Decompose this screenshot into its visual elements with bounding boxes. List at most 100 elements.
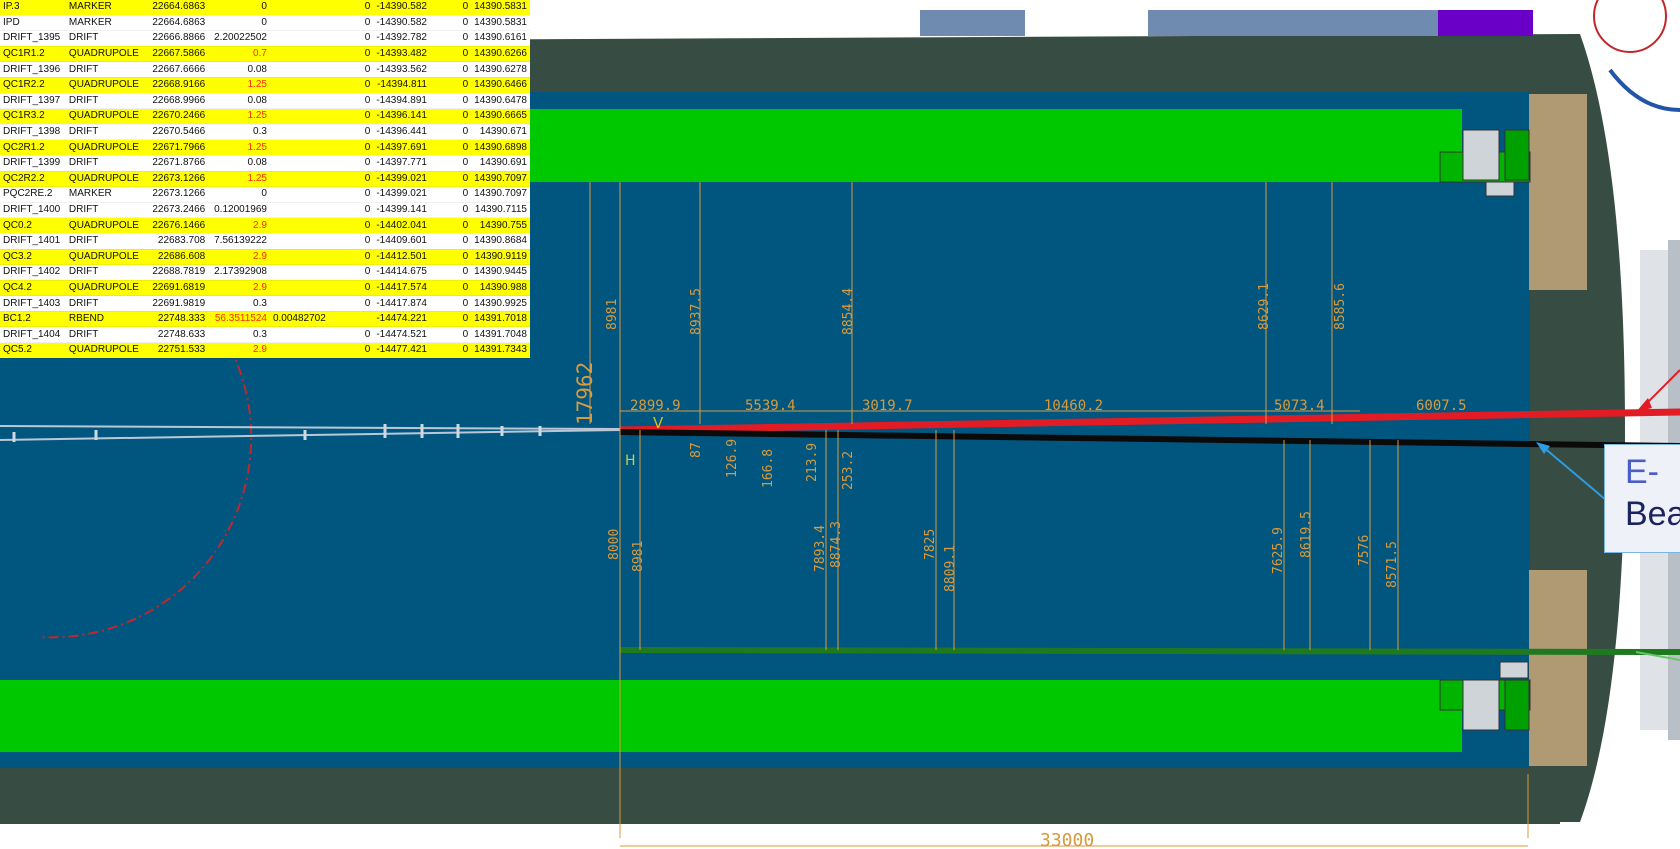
table-cell-type: QUADRUPOLE (65, 217, 142, 234)
table-row: QC1R3.2 QUADRUPOLE 22670.2466 1.25 0 -14396.1… (0, 108, 530, 125)
table-cell-name: QC3.2 (0, 249, 66, 266)
table-cell-length: 1.25 (208, 77, 270, 94)
table-cell-length: 2.9 (208, 249, 270, 266)
table-cell-name: DRIFT_1404 (0, 326, 66, 344)
green-arrow (1635, 651, 1680, 661)
table-cell-col4: 0 (328, 202, 374, 219)
table-cell-length: 2.9 (208, 342, 270, 359)
table-cell-name: DRIFT_1398 (0, 124, 66, 141)
table-cell-name: DRIFT_1396 (0, 61, 66, 78)
table-cell-type: DRIFT (65, 264, 142, 281)
table-cell-col6: 0 (429, 30, 472, 47)
roof-box-1 (920, 10, 1025, 36)
table-cell-type: QUADRUPOLE (65, 77, 142, 94)
table-cell-name: QC1R3.2 (0, 108, 66, 125)
table-cell-name: IP.3 (0, 0, 66, 16)
table-cell-angle (269, 202, 329, 219)
table-cell-name: PQC2RE.2 (0, 186, 66, 203)
table-cell-col6: 0 (429, 280, 472, 297)
table-cell-angle (269, 249, 329, 266)
table-row: DRIFT_1398 DRIFT 22670.5466 0.3 0 -14396.441 0… (0, 124, 530, 141)
dim-bottom-3: 7893.4 (813, 525, 828, 572)
table-cell-col6: 0 (429, 217, 472, 234)
table-cell-length: 0.08 (208, 93, 270, 110)
blue-arrowhead (1536, 442, 1550, 454)
table-cell-x: -14394.811 (373, 77, 430, 94)
table-cell-z: 14390.691 (471, 155, 530, 172)
table-row: IP.3 MARKER 22664.6863 0 0 -14390.582 0 14390.5… (0, 0, 530, 16)
table-cell-type: DRIFT (65, 233, 142, 250)
table-cell-s: 22671.7966 (141, 139, 209, 156)
table-cell-angle: 0.00482702 (269, 311, 329, 328)
table-cell-s: 22691.9819 (141, 295, 209, 312)
table-cell-col6: 0 (429, 186, 472, 203)
dim-gap-5: 253.2 (841, 451, 856, 490)
table-row: DRIFT_1396 DRIFT 22667.6666 0.08 0 -14393.562… (0, 61, 530, 78)
table-cell-length: 1.25 (208, 139, 270, 156)
table-cell-z: 14390.8684 (471, 233, 530, 250)
table-row: QC5.2 QUADRUPOLE 22751.533 2.9 0 -14477.421 0 1… (0, 342, 530, 359)
end-cap-bottom (1529, 570, 1587, 766)
table-cell-z: 14390.755 (471, 217, 530, 234)
table-row: DRIFT_1397 DRIFT 22668.9966 0.08 0 -14394.891… (0, 93, 530, 110)
table-cell-z: 14390.6161 (471, 30, 530, 47)
table-cell-x: -14394.891 (373, 93, 430, 110)
table-cell-col4: 0 (328, 217, 374, 234)
dim-top-1: 8981 (605, 299, 620, 330)
table-cell-col6: 0 (429, 124, 472, 141)
table-cell-s: 22667.5866 (141, 46, 209, 63)
table-cell-name: QC0.2 (0, 217, 66, 234)
table-cell-angle (269, 326, 329, 344)
table-cell-name: BC1.2 (0, 311, 66, 328)
table-cell-x: -14393.482 (373, 46, 430, 63)
table-cell-z: 14391.7048 (471, 326, 530, 344)
table-cell-col6: 0 (429, 15, 472, 32)
table-cell-x: -14399.141 (373, 202, 430, 219)
table-cell-s: 22671.8766 (141, 155, 209, 172)
table-row: QC1R2.2 QUADRUPOLE 22668.9166 1.25 0 -14394.8… (0, 77, 530, 94)
dim-gap-2: 126.9 (725, 439, 740, 478)
table-cell-s: 22664.6863 (141, 0, 209, 16)
dim-bottom-6: 8809.1 (943, 545, 958, 592)
table-cell-col6: 0 (429, 46, 472, 63)
table-cell-x: -14390.582 (373, 0, 430, 16)
table-cell-angle (269, 124, 329, 141)
marker-v: V (653, 414, 664, 432)
table-cell-z: 14390.988 (471, 280, 530, 297)
dim-bottom-10: 8571.5 (1385, 541, 1400, 588)
table-cell-col6: 0 (429, 202, 472, 219)
dim-bottom-9: 7576 (1357, 535, 1372, 566)
dim-total-height: 17962 (573, 362, 597, 425)
table-cell-angle (269, 108, 329, 125)
beam-pipe-lower (0, 429, 621, 441)
table-cell-name: QC2R2.2 (0, 171, 66, 188)
table-cell-type: DRIFT (65, 326, 142, 344)
table-cell-s: 22673.1266 (141, 171, 209, 188)
dim-gap-4: 213.9 (805, 443, 820, 482)
upper-magnet-end (1439, 129, 1531, 197)
table-cell-col4: 0 (328, 108, 374, 125)
table-cell-s: 22668.9166 (141, 77, 209, 94)
table-cell-type: DRIFT (65, 61, 142, 78)
beam-line-red (619, 408, 1680, 434)
table-row: QC4.2 QUADRUPOLE 22691.6819 2.9 0 -14417.574 0… (0, 280, 530, 297)
table-cell-angle (269, 77, 329, 94)
table-cell-s: 22686.608 (141, 249, 209, 266)
table-cell-col6: 0 (429, 233, 472, 250)
table-cell-col6: 0 (429, 93, 472, 110)
table-cell-col6: 0 (429, 342, 472, 359)
table-cell-length: 0.3 (208, 295, 270, 312)
table-cell-name: IPD (0, 15, 66, 32)
table-cell-x: -14396.441 (373, 124, 430, 141)
table-cell-x: -14393.562 (373, 61, 430, 78)
marker-h: H (625, 453, 636, 469)
table-cell-col6: 0 (429, 171, 472, 188)
table-cell-z: 14390.9445 (471, 264, 530, 281)
table-cell-name: QC5.2 (0, 342, 66, 359)
table-cell-z: 14390.6898 (471, 139, 530, 156)
table-cell-col6: 0 (429, 264, 472, 281)
table-cell-s: 22673.1266 (141, 186, 209, 203)
table-cell-col6: 0 (429, 326, 472, 344)
table-cell-length: 2.17392908 (208, 264, 270, 281)
table-cell-col4: 0 (328, 30, 374, 47)
